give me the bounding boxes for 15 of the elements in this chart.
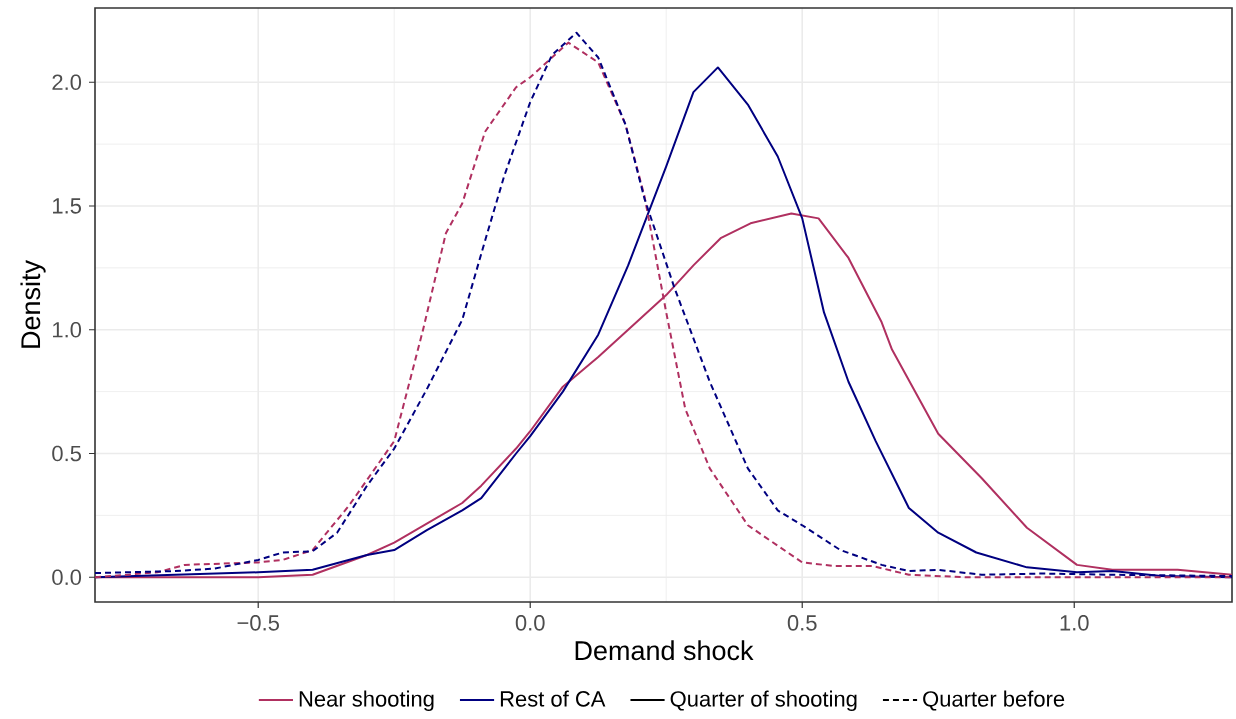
- y-tick-label: 1.5: [53, 198, 81, 214]
- y-tick-label: 0.0: [52, 569, 82, 586]
- x-axis-title: Demand shock: [575, 640, 754, 661]
- legend-label: Quarter of shooting: [670, 690, 857, 712]
- y-tick-label: 2.0: [52, 74, 82, 91]
- x-tick-label: 0.5: [787, 615, 817, 631]
- y-tick-label: 1.0: [53, 321, 82, 338]
- legend-label: Quarter before: [923, 690, 1065, 711]
- legend-label: Near shooting: [299, 690, 434, 712]
- y-tick-label: 0.5: [52, 445, 81, 462]
- x-tick-label: 0.0: [515, 615, 545, 631]
- x-tick-label: −0.5: [237, 615, 279, 631]
- x-tick-label: 1.0: [1060, 615, 1089, 631]
- legend-label: Rest of CA: [500, 690, 606, 707]
- y-axis-title: Density: [20, 260, 46, 348]
